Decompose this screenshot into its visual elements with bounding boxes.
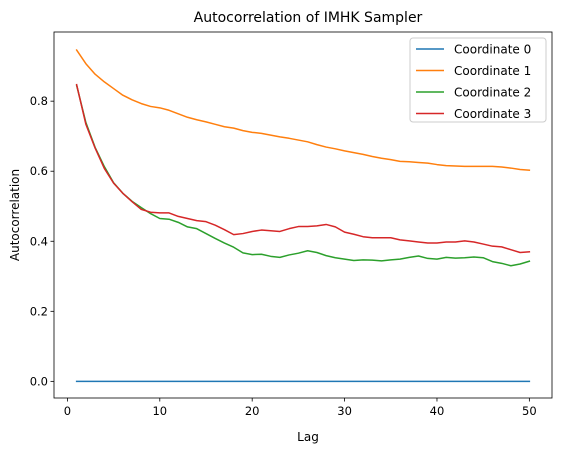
legend-box bbox=[409, 37, 547, 123]
legend-label-0: Coordinate 0 bbox=[454, 43, 531, 57]
x-tick-label-1: 10 bbox=[152, 404, 167, 418]
axes-group: 0 10 20 30 40 50 0.0 0.2 0.4 0.6 0.8 bbox=[30, 31, 553, 418]
x-tick-label-5: 50 bbox=[522, 404, 537, 418]
series-line-2 bbox=[75, 84, 531, 267]
series-line-1 bbox=[75, 48, 531, 171]
x-tick-label-0: 0 bbox=[64, 404, 71, 418]
x-axis-label: Lag bbox=[297, 430, 319, 444]
legend-label-1: Coordinate 1 bbox=[454, 64, 531, 78]
y-axis-label: Autocorrelation bbox=[8, 169, 22, 261]
x-tick-label-3: 30 bbox=[337, 404, 352, 418]
y-tick-label-4: 0.8 bbox=[30, 94, 48, 108]
y-tick-label-0: 0.0 bbox=[30, 374, 48, 388]
legend-label-2: Coordinate 2 bbox=[454, 86, 531, 100]
axes-frame bbox=[53, 31, 553, 399]
legend-label-3: Coordinate 3 bbox=[454, 107, 531, 121]
y-tick-label-2: 0.4 bbox=[30, 234, 48, 248]
chart-title: Autocorrelation of IMHK Sampler bbox=[194, 10, 423, 26]
x-tick-label-4: 40 bbox=[430, 404, 445, 418]
y-tick-label-1: 0.2 bbox=[30, 304, 48, 318]
series-line-3 bbox=[75, 83, 531, 254]
legend: Coordinate 0 Coordinate 1 Coordinate 2 Coor… bbox=[409, 37, 547, 123]
x-tick-label-2: 20 bbox=[245, 404, 260, 418]
series-group bbox=[75, 48, 531, 383]
y-tick-label-3: 0.6 bbox=[30, 164, 48, 178]
